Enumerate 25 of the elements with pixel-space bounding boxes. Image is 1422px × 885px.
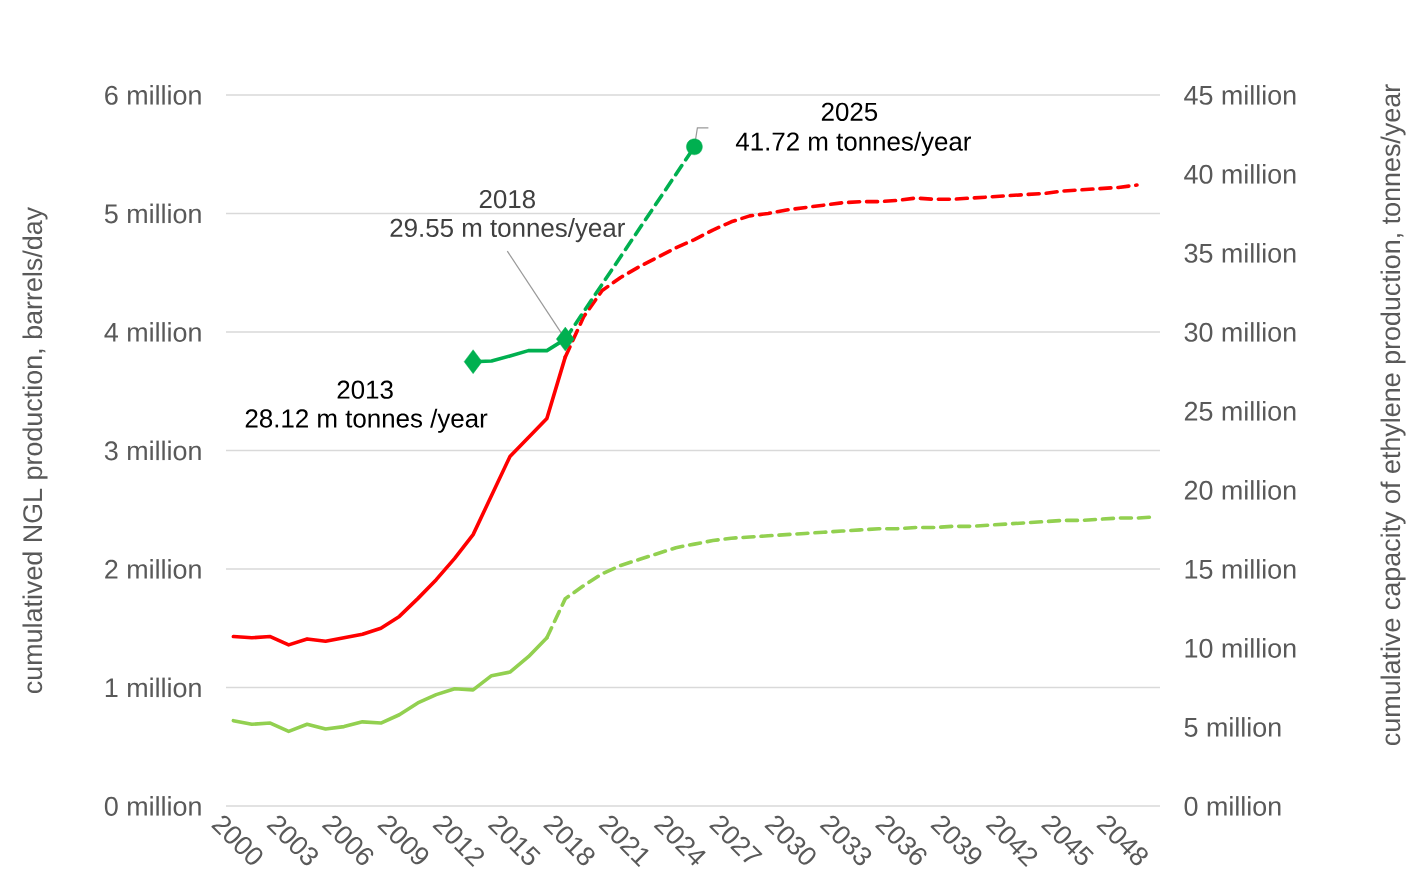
annotation: 29.55 m tonnes/year bbox=[390, 218, 625, 243]
annotation: 28.12 m tonnes /year bbox=[245, 408, 488, 433]
y2-tick-label: 15 million bbox=[1185, 559, 1296, 579]
y-tick-label: 1 million bbox=[105, 677, 201, 698]
annotation: 41.72 m tonnes/year bbox=[735, 131, 971, 156]
y-axis-title: cumulatived NGL production, barrels/day bbox=[22, 206, 48, 694]
y-tick-label: 5 million bbox=[104, 203, 201, 224]
annotation: 2018 bbox=[479, 189, 535, 209]
y2-tick-label: 0 million bbox=[1184, 796, 1281, 816]
y2-tick-label: 35 million bbox=[1184, 243, 1296, 263]
y2-tick-label: 5 million bbox=[1184, 717, 1281, 737]
y2-tick-label: 40 million bbox=[1184, 164, 1296, 184]
y-tick-label: 0 million bbox=[104, 796, 201, 816]
y2-tick-label: 45 million bbox=[1184, 85, 1296, 105]
y2-tick-label: 30 million bbox=[1184, 322, 1296, 342]
y2-tick-label: 20 million bbox=[1184, 480, 1296, 500]
y2-tick-label: 25 million bbox=[1184, 401, 1296, 421]
y2-axis-title: cumulative capacity of ethylene production, tonnes/year bbox=[1380, 84, 1406, 746]
y-tick-label: 6 million bbox=[105, 85, 201, 105]
y2-tick-label: 10 million bbox=[1185, 638, 1296, 658]
annotation: 2013 bbox=[337, 380, 393, 399]
y-tick-label: 3 million bbox=[104, 440, 201, 461]
y-tick-label: 4 million bbox=[104, 322, 201, 342]
y-tick-label: 2 million bbox=[105, 559, 201, 579]
annotation: 2025 bbox=[821, 102, 878, 121]
